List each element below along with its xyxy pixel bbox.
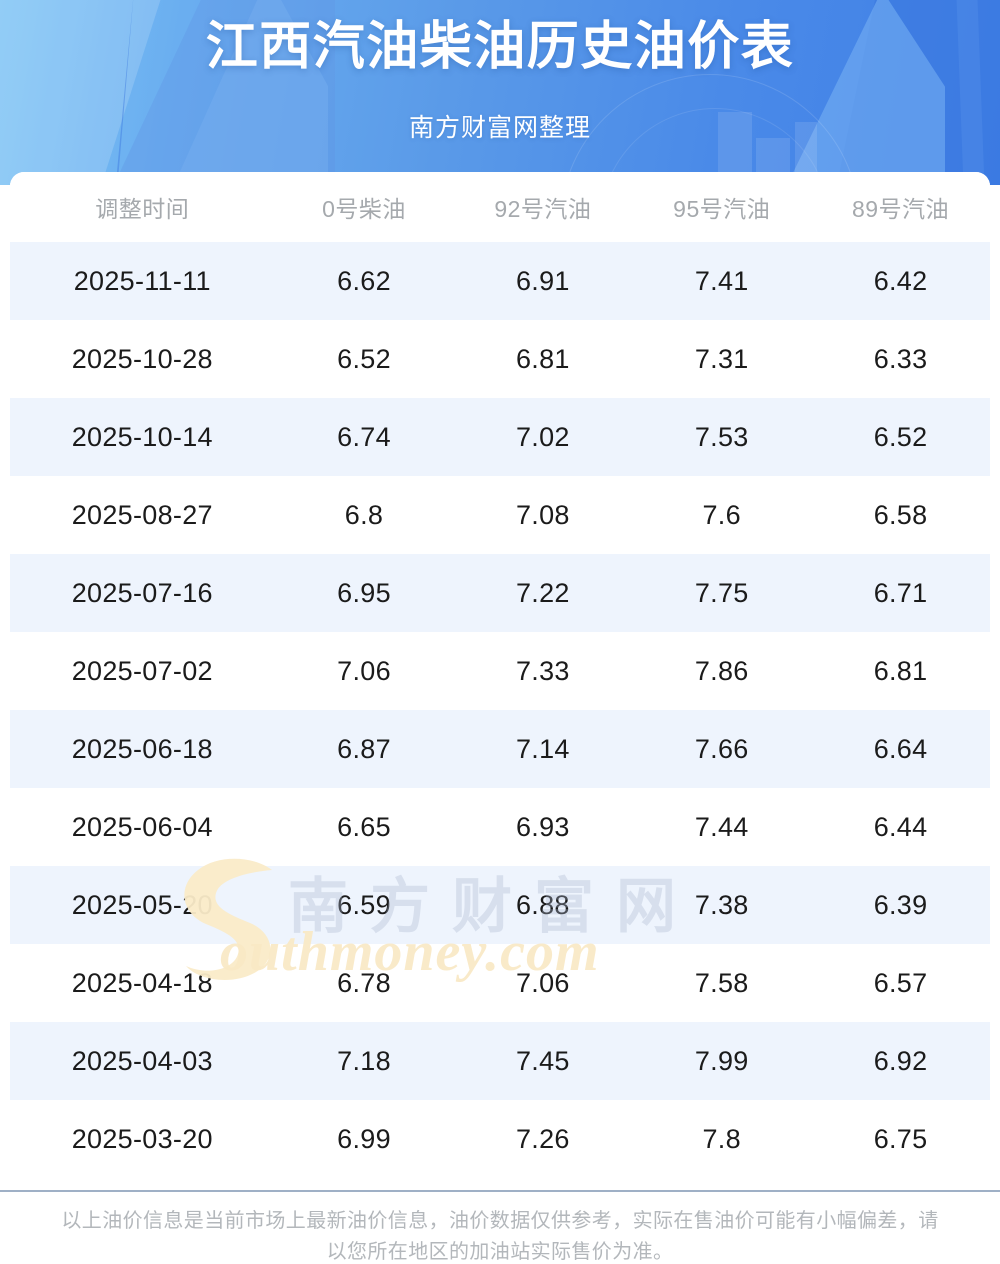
column-header-gasoline-89: 89号汽油 xyxy=(811,172,990,242)
cell-gasoline-89: 6.33 xyxy=(811,320,990,398)
banner-skyline-bar-3 xyxy=(795,122,817,185)
table-row: 2025-06-18 6.87 7.14 7.66 6.64 xyxy=(10,710,990,788)
cell-gasoline-89: 6.71 xyxy=(811,554,990,632)
cell-gasoline-92: 6.81 xyxy=(453,320,633,398)
cell-diesel-0: 6.95 xyxy=(274,554,454,632)
cell-gasoline-89: 6.39 xyxy=(811,866,990,944)
cell-gasoline-95: 7.38 xyxy=(632,866,812,944)
cell-gasoline-95: 7.86 xyxy=(632,632,812,710)
cell-diesel-0: 6.8 xyxy=(274,476,454,554)
cell-gasoline-92: 7.14 xyxy=(453,710,633,788)
cell-gasoline-95: 7.75 xyxy=(632,554,812,632)
cell-gasoline-89: 6.58 xyxy=(811,476,990,554)
cell-diesel-0: 6.52 xyxy=(274,320,454,398)
cell-gasoline-89: 6.52 xyxy=(811,398,990,476)
cell-gasoline-95: 7.8 xyxy=(632,1100,812,1178)
cell-gasoline-92: 6.93 xyxy=(453,788,633,866)
cell-gasoline-95: 7.53 xyxy=(632,398,812,476)
table-row: 2025-07-02 7.06 7.33 7.86 6.81 xyxy=(10,632,990,710)
oil-price-table: 调整时间 0号柴油 92号汽油 95号汽油 89号汽油 2025-11-11 6… xyxy=(10,172,990,1178)
cell-gasoline-95: 7.31 xyxy=(632,320,812,398)
cell-gasoline-89: 6.64 xyxy=(811,710,990,788)
cell-date: 2025-07-02 xyxy=(10,632,275,710)
column-header-gasoline-95: 95号汽油 xyxy=(632,172,812,242)
cell-gasoline-89: 6.75 xyxy=(811,1100,990,1178)
cell-diesel-0: 6.62 xyxy=(274,242,454,320)
cell-gasoline-92: 7.22 xyxy=(453,554,633,632)
cell-gasoline-92: 7.26 xyxy=(453,1100,633,1178)
table-header: 调整时间 0号柴油 92号汽油 95号汽油 89号汽油 xyxy=(10,172,990,242)
cell-date: 2025-03-20 xyxy=(10,1100,275,1178)
table-row: 2025-04-03 7.18 7.45 7.99 6.92 xyxy=(10,1022,990,1100)
cell-diesel-0: 6.99 xyxy=(274,1100,454,1178)
cell-diesel-0: 7.06 xyxy=(274,632,454,710)
cell-gasoline-92: 6.91 xyxy=(453,242,633,320)
cell-gasoline-95: 7.41 xyxy=(632,242,812,320)
table-row: 2025-05-20 6.59 6.88 7.38 6.39 xyxy=(10,866,990,944)
page-subtitle: 南方财富网整理 xyxy=(408,114,591,142)
cell-gasoline-92: 6.88 xyxy=(453,866,633,944)
cell-date: 2025-04-18 xyxy=(10,944,275,1022)
banner-decoration xyxy=(0,0,1000,185)
cell-gasoline-92: 7.02 xyxy=(453,398,633,476)
cell-gasoline-92: 7.08 xyxy=(453,476,633,554)
cell-date: 2025-06-04 xyxy=(10,788,275,866)
column-header-date: 调整时间 xyxy=(10,172,275,242)
cell-gasoline-95: 7.99 xyxy=(632,1022,812,1100)
cell-gasoline-92: 7.06 xyxy=(453,944,633,1022)
table-row: 2025-06-04 6.65 6.93 7.44 6.44 xyxy=(10,788,990,866)
cell-date: 2025-11-11 xyxy=(10,242,275,320)
table-row: 2025-10-14 6.74 7.02 7.53 6.52 xyxy=(10,398,990,476)
cell-gasoline-95: 7.6 xyxy=(632,476,812,554)
page-banner: 江西汽油柴油历史油价表 南方财富网整理 xyxy=(0,0,1000,185)
cell-gasoline-95: 7.58 xyxy=(632,944,812,1022)
cell-gasoline-89: 6.81 xyxy=(811,632,990,710)
cell-date: 2025-10-28 xyxy=(10,320,275,398)
cell-date: 2025-05-20 xyxy=(10,866,275,944)
cell-date: 2025-10-14 xyxy=(10,398,275,476)
table-header-row: 调整时间 0号柴油 92号汽油 95号汽油 89号汽油 xyxy=(10,172,990,242)
disclaimer-note: 以上油价信息是当前市场上最新油价信息，油价数据仅供参考，实际在售油价可能有小幅偏… xyxy=(61,1210,939,1263)
footer-divider xyxy=(0,1190,1000,1192)
cell-gasoline-92: 7.45 xyxy=(453,1022,633,1100)
cell-diesel-0: 6.74 xyxy=(274,398,454,476)
table-row: 2025-08-27 6.8 7.08 7.6 6.58 xyxy=(10,476,990,554)
cell-gasoline-92: 7.33 xyxy=(453,632,633,710)
table-row: 2025-04-18 6.78 7.06 7.58 6.57 xyxy=(10,944,990,1022)
cell-diesel-0: 6.87 xyxy=(274,710,454,788)
cell-date: 2025-07-16 xyxy=(10,554,275,632)
table-row: 2025-11-11 6.62 6.91 7.41 6.42 xyxy=(10,242,990,320)
page-title: 江西汽油柴油历史油价表 xyxy=(205,18,795,76)
table-body: 2025-11-11 6.62 6.91 7.41 6.42 2025-10-2… xyxy=(10,242,990,1178)
price-table-card: 南方财富网 outhmoney.com 调整时间 0号柴油 92号汽油 95号汽… xyxy=(10,172,990,1187)
cell-gasoline-89: 6.92 xyxy=(811,1022,990,1100)
cell-date: 2025-04-03 xyxy=(10,1022,275,1100)
cell-date: 2025-08-27 xyxy=(10,476,275,554)
cell-diesel-0: 6.65 xyxy=(274,788,454,866)
cell-gasoline-89: 6.44 xyxy=(811,788,990,866)
cell-gasoline-95: 7.44 xyxy=(632,788,812,866)
cell-gasoline-89: 6.42 xyxy=(811,242,990,320)
table-row: 2025-03-20 6.99 7.26 7.8 6.75 xyxy=(10,1100,990,1178)
table-row: 2025-10-28 6.52 6.81 7.31 6.33 xyxy=(10,320,990,398)
cell-gasoline-89: 6.57 xyxy=(811,944,990,1022)
column-header-gasoline-92: 92号汽油 xyxy=(453,172,633,242)
cell-date: 2025-06-18 xyxy=(10,710,275,788)
cell-diesel-0: 6.59 xyxy=(274,866,454,944)
cell-diesel-0: 6.78 xyxy=(274,944,454,1022)
table-row: 2025-07-16 6.95 7.22 7.75 6.71 xyxy=(10,554,990,632)
cell-diesel-0: 7.18 xyxy=(274,1022,454,1100)
column-header-diesel-0: 0号柴油 xyxy=(274,172,454,242)
cell-gasoline-95: 7.66 xyxy=(632,710,812,788)
